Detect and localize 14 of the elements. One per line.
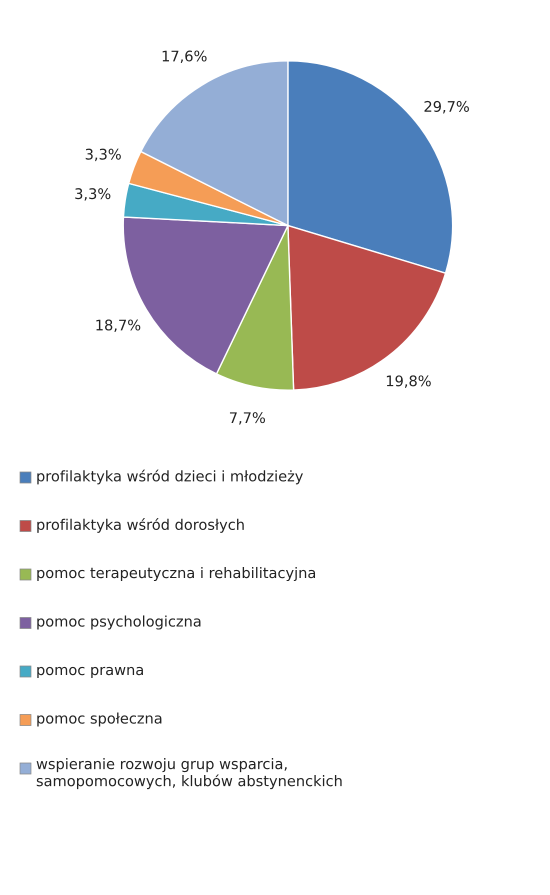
legend-label: profilaktyka wśród dzieci i młodzieży xyxy=(37,470,303,484)
data-label: 7,7% xyxy=(230,412,266,425)
legend-label: pomoc terapeutyczna i rehabilitacyjna xyxy=(37,566,316,582)
data-label: 3,3% xyxy=(75,188,110,201)
legend-label: pomoc społeczna xyxy=(37,712,162,727)
data-label: 18,7% xyxy=(96,320,140,332)
data-label: 19,8% xyxy=(386,375,431,388)
legend-label: profilaktyka wśród dorosłych xyxy=(37,518,244,533)
legend-label: wspieranie rozwoju grup wsparcia, samopomocowych, klubów abstynenckich xyxy=(36,758,342,790)
data-label: 17,6% xyxy=(162,50,207,64)
data-label: 3,3% xyxy=(86,148,121,162)
legend-label: pomoc prawna xyxy=(37,666,143,678)
data-label: 29,7% xyxy=(424,100,469,114)
legend-label: pomoc psychologiczna xyxy=(37,615,200,630)
